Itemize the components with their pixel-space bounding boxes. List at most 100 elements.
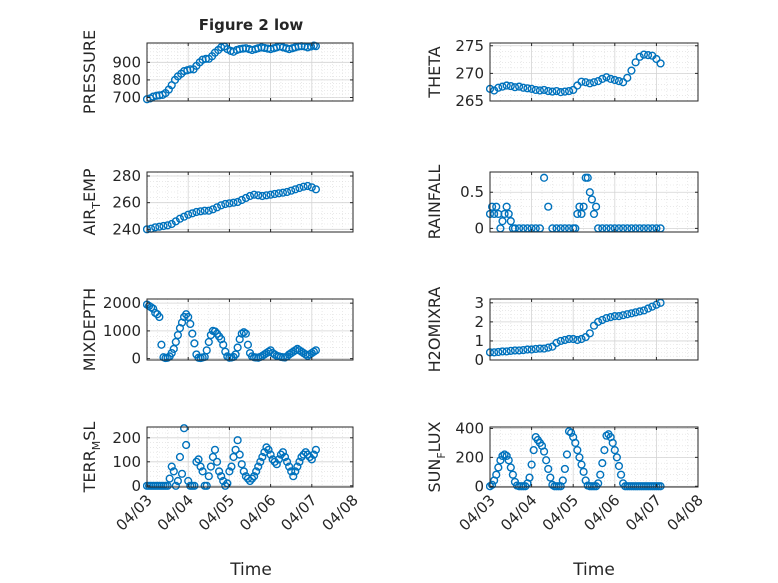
axes-box — [146, 171, 354, 233]
y-tick-label: 800 — [112, 71, 141, 89]
data-point — [531, 344, 540, 354]
data-point — [529, 446, 538, 455]
data-point — [496, 456, 505, 465]
data-point — [548, 87, 557, 96]
data-point — [652, 54, 661, 64]
data-point — [233, 197, 242, 207]
data-point — [631, 58, 640, 67]
data-point — [515, 82, 524, 91]
data-point — [594, 77, 603, 86]
y-axis-label: AIRTEMP — [80, 168, 103, 235]
data-point — [619, 311, 628, 320]
data-point — [635, 52, 644, 61]
data-point — [184, 210, 193, 219]
data-markers — [486, 298, 665, 357]
data-point — [589, 78, 599, 87]
data-point — [258, 191, 267, 201]
y-tick-label: 0.5 — [460, 183, 484, 201]
data-point — [186, 65, 195, 74]
data-point — [627, 309, 636, 318]
data-point — [190, 481, 199, 490]
data-point — [204, 472, 213, 481]
data-point — [167, 462, 176, 471]
y-tick-label: 3 — [474, 294, 484, 312]
y-tick-label: 270 — [455, 64, 484, 82]
data-point — [282, 187, 292, 197]
data-point — [587, 195, 597, 204]
data-point — [212, 203, 222, 212]
data-point — [303, 181, 312, 191]
data-point — [188, 329, 197, 338]
data-point — [502, 451, 511, 461]
data-point — [179, 212, 189, 221]
data-point — [525, 473, 534, 482]
data-point — [291, 185, 300, 194]
data-point — [490, 348, 499, 357]
data-point — [508, 470, 517, 479]
y-tick-label: 2 — [474, 313, 484, 331]
data-point — [487, 202, 497, 211]
data-point — [175, 214, 185, 223]
y-axis-label: SUNFLUX — [425, 421, 448, 492]
data-point — [614, 461, 624, 471]
data-point — [492, 202, 501, 211]
data-point — [233, 343, 242, 352]
data-point — [196, 462, 205, 471]
y-tick-label: 200 — [112, 429, 141, 447]
data-point — [227, 462, 236, 471]
data-point — [552, 86, 561, 96]
data-point — [237, 195, 246, 205]
data-point — [643, 304, 653, 313]
subplot-2: 265 270 275 THETA — [425, 37, 699, 110]
data-point — [602, 73, 611, 82]
y-tick-label: 275 — [455, 37, 484, 55]
data-point — [531, 85, 540, 95]
data-point — [539, 344, 549, 353]
y-axis-label: TERRMSL — [80, 422, 103, 494]
data-point — [623, 310, 632, 319]
data-point — [589, 209, 599, 219]
data-markers — [143, 424, 321, 490]
data-point — [610, 312, 619, 321]
data-point — [305, 452, 314, 462]
data-point — [569, 334, 578, 344]
data-point — [623, 73, 632, 82]
data-point — [556, 88, 565, 97]
data-point — [539, 173, 549, 182]
data-point — [239, 467, 248, 476]
data-point — [487, 480, 497, 489]
data-point — [544, 202, 553, 211]
data-point — [583, 173, 592, 182]
data-markers — [143, 300, 321, 363]
data-point — [606, 74, 615, 84]
y-tick-label: 280 — [112, 167, 141, 185]
data-point — [243, 340, 253, 349]
data-point — [494, 463, 503, 472]
data-point — [571, 438, 580, 448]
data-point — [307, 455, 316, 464]
data-point — [311, 445, 321, 454]
data-point — [309, 450, 318, 459]
data-point — [581, 476, 590, 485]
data-point — [149, 304, 158, 313]
data-point — [202, 346, 211, 355]
y-tick-label: 265 — [455, 92, 484, 110]
data-point — [256, 457, 265, 466]
data-point — [287, 186, 296, 195]
data-point — [245, 191, 255, 201]
data-point — [217, 472, 226, 481]
data-point — [527, 345, 536, 354]
data-point — [241, 193, 250, 203]
data-point — [202, 481, 211, 490]
data-point — [643, 51, 653, 60]
data-point — [498, 451, 507, 461]
data-point — [204, 206, 213, 215]
data-point — [546, 473, 555, 482]
data-point — [573, 209, 582, 219]
data-point — [217, 201, 226, 210]
axes-box — [489, 42, 699, 102]
data-point — [639, 50, 649, 59]
data-point — [539, 447, 549, 456]
